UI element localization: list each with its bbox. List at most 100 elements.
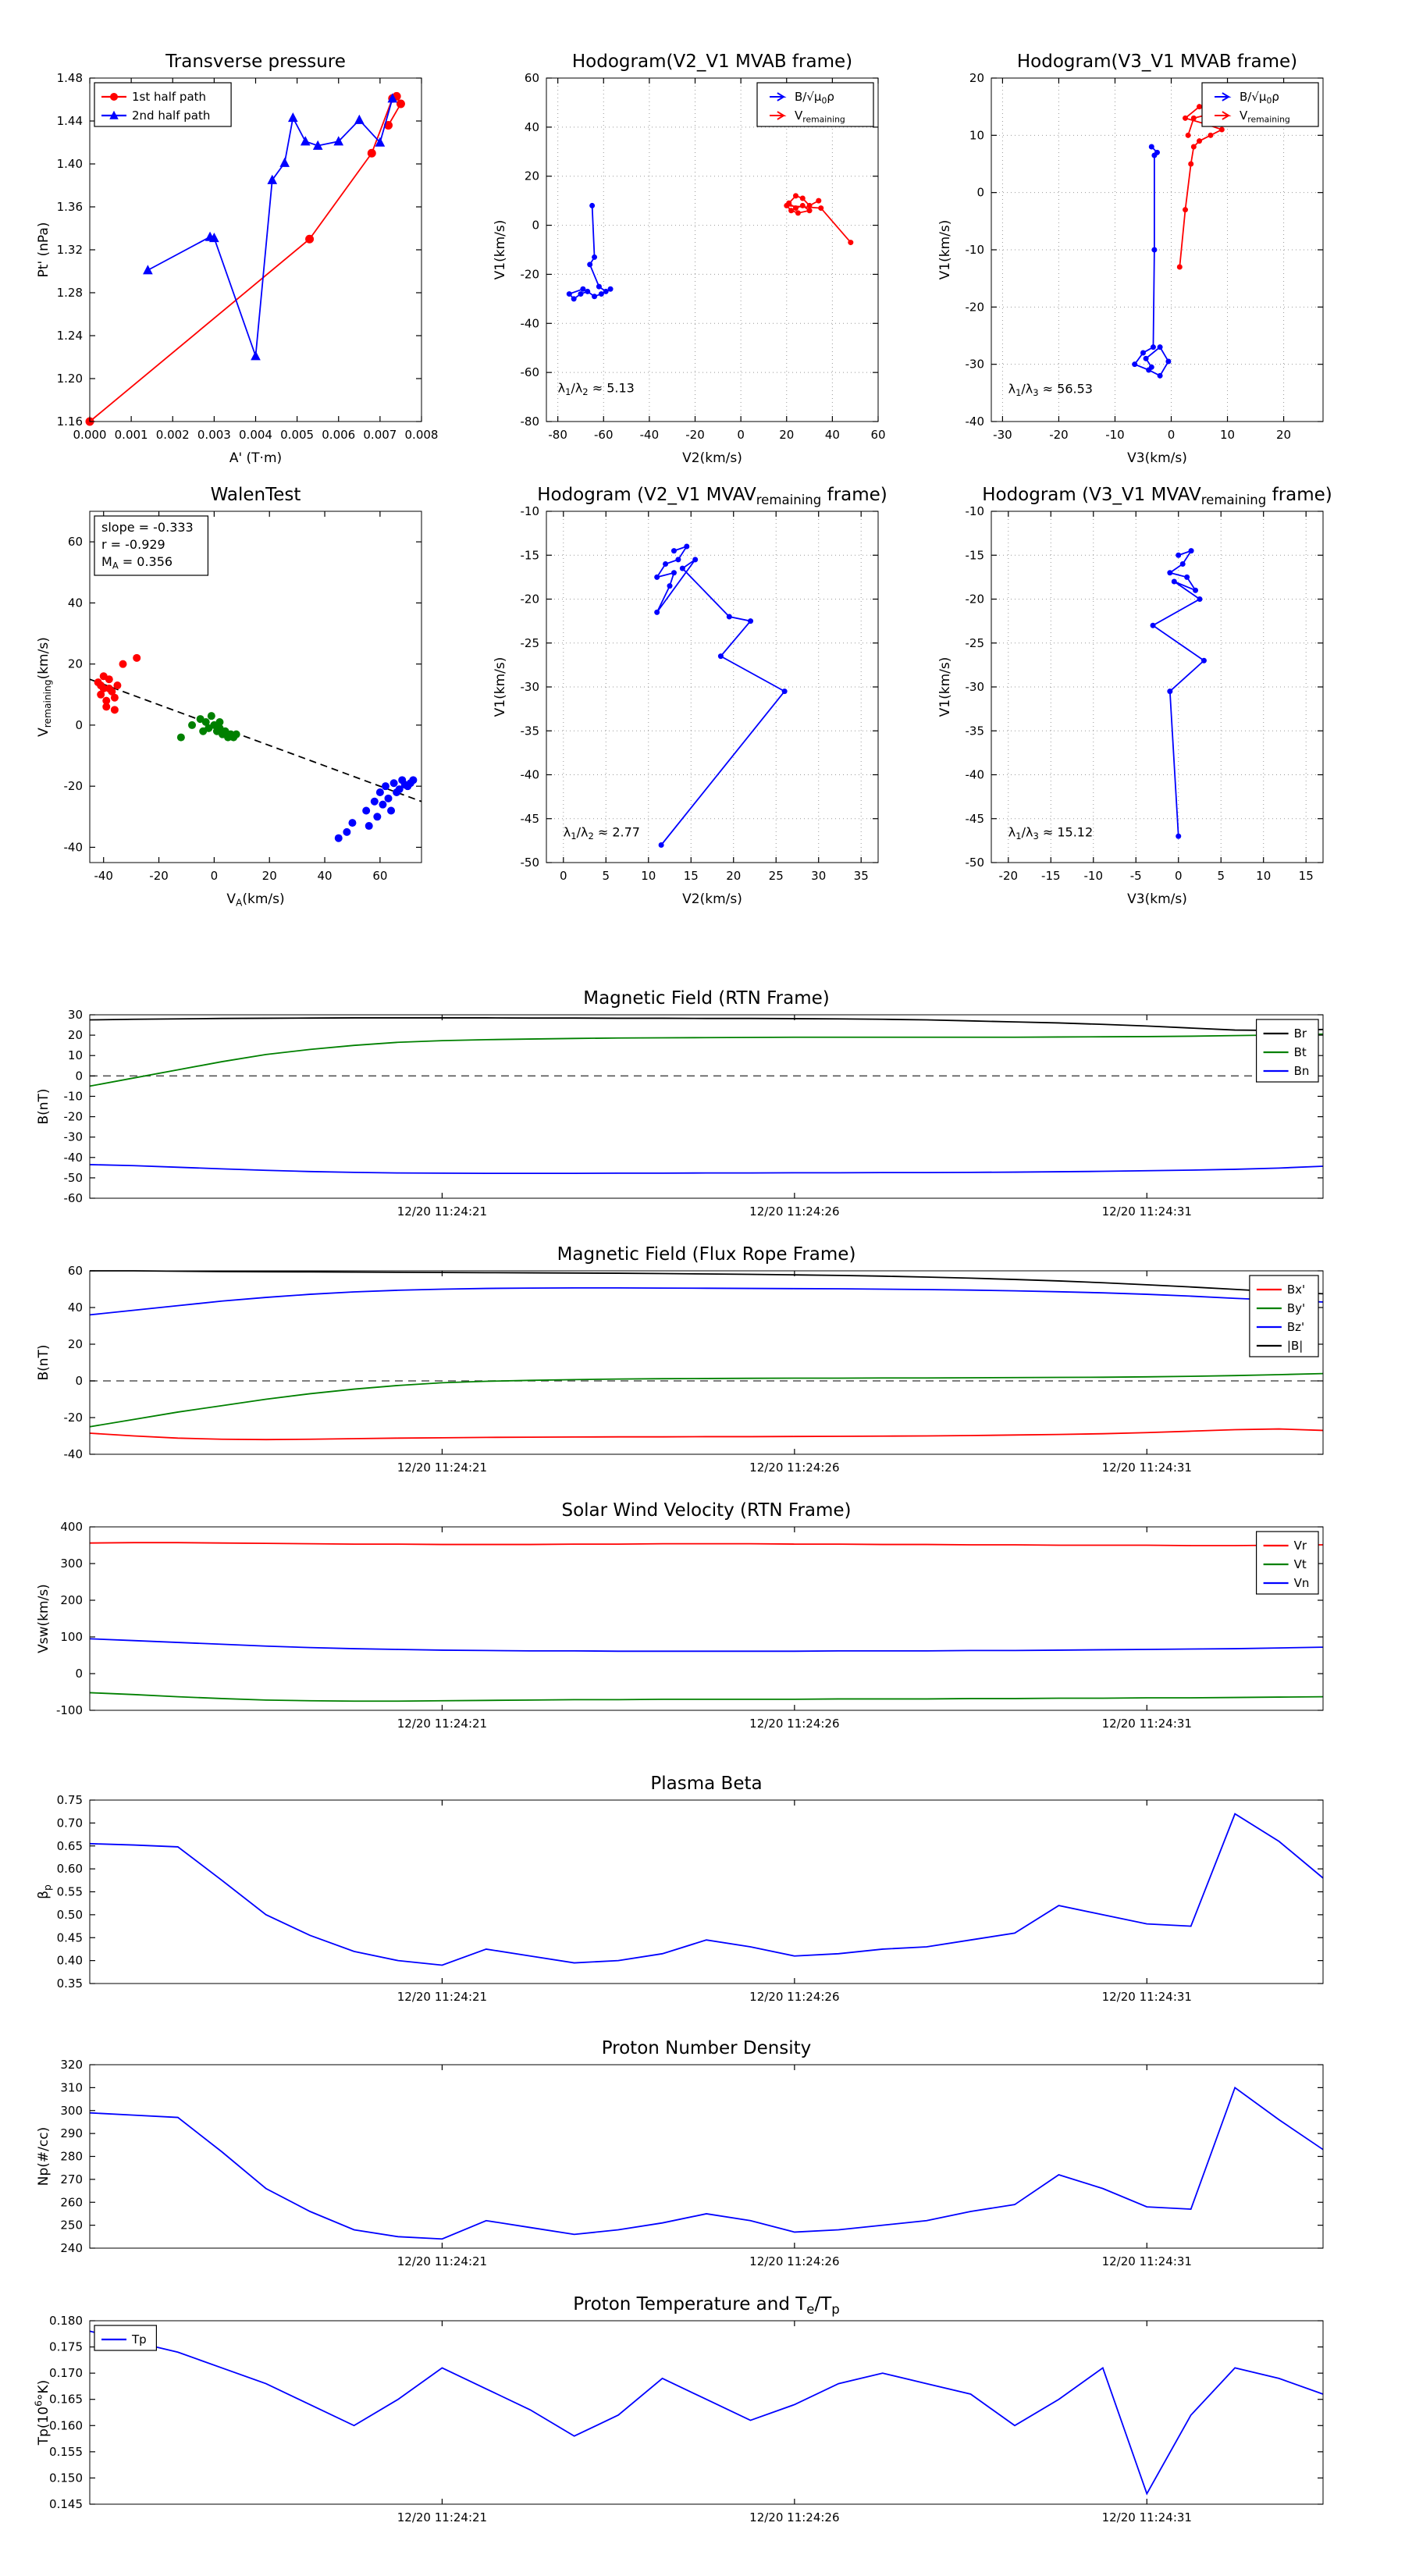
svg-text:0.006: 0.006 [322, 428, 355, 442]
chart-hodogram-v3v1-mvab: -30 -20 -10 0 10 20 -40 -30 -20 -10 0 10 20 Hodogram(… [921, 31, 1354, 488]
svg-text:12/20 11:24:21: 12/20 11:24:21 [397, 1717, 487, 1731]
svg-text:60: 60 [68, 535, 83, 549]
svg-text:0.155: 0.155 [49, 2445, 83, 2459]
svg-text:12/20 11:24:31: 12/20 11:24:31 [1102, 1461, 1192, 1475]
svg-text:-80: -80 [521, 415, 540, 429]
svg-text:100: 100 [60, 1630, 83, 1644]
svg-text:0.175: 0.175 [49, 2340, 83, 2354]
svg-text:-40: -40 [966, 415, 985, 429]
svg-text:βp​: βp​ [36, 1884, 53, 1899]
svg-text:-20: -20 [966, 300, 985, 314]
svg-text:Vremaining​(km/s): Vremaining​(km/s) [36, 637, 53, 737]
svg-text:V1(km/s): V1(km/s) [493, 220, 508, 280]
svg-text:V3(km/s): V3(km/s) [1127, 891, 1187, 907]
svg-text:240: 240 [60, 2241, 83, 2255]
svg-text:Hodogram(V3_V1 MVAB frame): Hodogram(V3_V1 MVAB frame) [1017, 52, 1297, 72]
svg-text:20: 20 [969, 71, 984, 85]
svg-text:-15: -15 [966, 548, 985, 562]
svg-text:20: 20 [68, 1337, 83, 1351]
svg-text:0: 0 [75, 1667, 83, 1681]
svg-text:-20: -20 [149, 869, 169, 883]
svg-text:-35: -35 [966, 724, 985, 738]
svg-text:Bn: Bn [1294, 1064, 1310, 1078]
svg-text:-20: -20 [64, 1411, 84, 1425]
svg-text:0.40: 0.40 [57, 1954, 83, 1968]
svg-text:-40: -40 [94, 869, 113, 883]
svg-text:-45: -45 [521, 812, 540, 826]
svg-text:-60: -60 [594, 428, 614, 442]
svg-text:60: 60 [870, 428, 885, 442]
svg-text:30: 30 [811, 869, 826, 883]
svg-text:12/20 11:24:21: 12/20 11:24:21 [397, 1990, 487, 2004]
svg-text:Proton Number Density: Proton Number Density [602, 2038, 812, 2058]
chart-hodogram-v3v1-mvav: -20 -15 -10 -5 0 5 10 15 -50 -45 -40 -35 -30 -25 -20 -1… [921, 464, 1354, 937]
svg-text:12/20 11:24:21: 12/20 11:24:21 [397, 1461, 487, 1475]
svg-text:0.150: 0.150 [49, 2471, 83, 2485]
svg-text:slope = -0.333: slope = -0.333 [101, 520, 194, 535]
svg-text:0.004: 0.004 [239, 428, 272, 442]
svg-text:30: 30 [68, 1008, 83, 1022]
svg-text:-10: -10 [1105, 428, 1125, 442]
svg-text:-40: -40 [966, 768, 985, 782]
svg-text:12/20 11:24:31: 12/20 11:24:31 [1102, 1717, 1192, 1731]
svg-text:20: 20 [525, 169, 539, 183]
svg-text:-40: -40 [64, 840, 84, 854]
svg-text:Bt: Bt [1294, 1045, 1307, 1059]
svg-text:0.005: 0.005 [280, 428, 314, 442]
svg-text:60: 60 [372, 869, 387, 883]
svg-text:400: 400 [60, 1520, 83, 1534]
svg-text:|B|: |B| [1287, 1339, 1303, 1353]
svg-text:5: 5 [603, 869, 610, 883]
svg-text:By': By' [1287, 1301, 1305, 1315]
chart-proton-number-density: 12/20 11:24:21 12/20 11:24:26 12/20 11:24:… [20, 2030, 1393, 2275]
svg-text:12/20 11:24:31: 12/20 11:24:31 [1102, 1990, 1192, 2004]
svg-text:1.48: 1.48 [57, 71, 83, 85]
svg-text:Hodogram (V3_V1 MVAVremaining​: Hodogram (V3_V1 MVAVremaining​ frame) [982, 485, 1332, 507]
svg-text:0.001: 0.001 [115, 428, 148, 442]
svg-text:-5: -5 [1130, 869, 1142, 883]
svg-text:-60: -60 [521, 365, 540, 379]
svg-text:0.35: 0.35 [57, 1976, 83, 1991]
svg-text:0.65: 0.65 [57, 1839, 83, 1853]
svg-text:-30: -30 [966, 680, 985, 694]
svg-text:-30: -30 [993, 428, 1012, 442]
svg-text:Bx': Bx' [1287, 1283, 1305, 1297]
svg-text:-10: -10 [64, 1089, 84, 1103]
svg-text:Vt: Vt [1294, 1557, 1307, 1571]
svg-text:V3(km/s): V3(km/s) [1127, 450, 1187, 466]
svg-text:Magnetic Field (Flux Rope Fram: Magnetic Field (Flux Rope Frame) [557, 1244, 856, 1265]
svg-text:-10: -10 [966, 504, 985, 518]
svg-text:-15: -15 [1041, 869, 1061, 883]
svg-text:300: 300 [60, 2104, 83, 2118]
svg-text:0: 0 [211, 869, 219, 883]
svg-text:280: 280 [60, 2150, 83, 2164]
chart-magnetic-field-rtn: 12/20 11:24:21 12/20 11:24:26 12/20 11:24:… [20, 980, 1393, 1226]
svg-text:-20: -20 [966, 592, 985, 607]
svg-text:270: 270 [60, 2172, 83, 2186]
svg-text:Solar Wind Velocity (RTN Frame: Solar Wind Velocity (RTN Frame) [561, 1500, 851, 1521]
svg-text:15: 15 [1299, 869, 1314, 883]
svg-text:λ1​/λ2​ ≈ 5.13: λ1​/λ2​ ≈ 5.13 [558, 380, 635, 397]
svg-text:0.170: 0.170 [49, 2366, 83, 2380]
svg-text:-30: -30 [64, 1130, 84, 1144]
svg-text:12/20 11:24:26: 12/20 11:24:26 [749, 1717, 839, 1731]
svg-text:0: 0 [560, 869, 567, 883]
svg-text:0: 0 [737, 428, 745, 442]
svg-text:B(nT): B(nT) [36, 1344, 52, 1380]
svg-text:0: 0 [1175, 869, 1183, 883]
svg-text:λ1​/λ2​ ≈ 2.77: λ1​/λ2​ ≈ 2.77 [564, 824, 640, 841]
svg-text:0.160: 0.160 [49, 2418, 83, 2432]
svg-text:-50: -50 [64, 1171, 84, 1185]
svg-text:10: 10 [641, 869, 656, 883]
svg-text:-10: -10 [521, 504, 540, 518]
svg-text:-40: -40 [64, 1151, 84, 1165]
svg-text:0.165: 0.165 [49, 2393, 83, 2407]
svg-text:-40: -40 [64, 1447, 84, 1461]
svg-text:1st half path: 1st half path [132, 90, 206, 104]
chart-solar-wind-velocity: 12/20 11:24:21 12/20 11:24:26 12/20 11:24:… [20, 1492, 1393, 1738]
svg-text:-50: -50 [966, 856, 985, 870]
svg-text:MA​ = 0.356: MA​ = 0.356 [101, 554, 173, 571]
svg-text:Transverse pressure: Transverse pressure [165, 52, 346, 72]
svg-text:12/20 11:24:26: 12/20 11:24:26 [749, 2254, 839, 2268]
